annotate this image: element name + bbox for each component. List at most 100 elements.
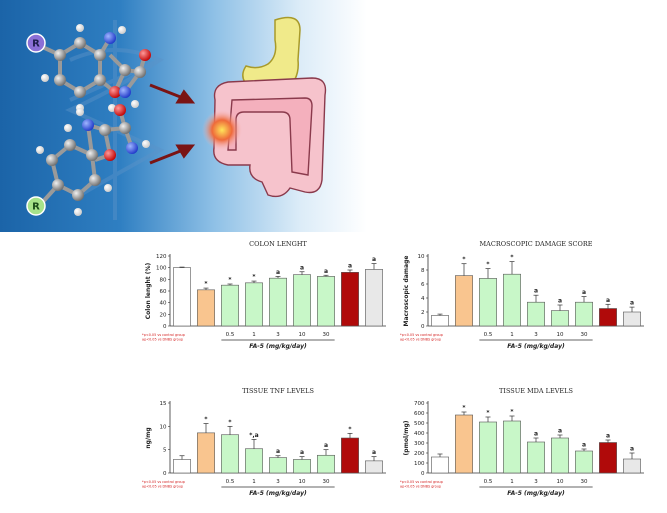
bar — [431, 456, 449, 474]
x-axis-label: FA-5 (mg/kg/day) — [507, 343, 565, 350]
y-tick-label: 8 — [421, 268, 425, 274]
y-tick-label: 6 — [421, 282, 425, 288]
dose-label: 3 — [276, 332, 280, 338]
bar — [431, 315, 449, 327]
dose-label: 3 — [534, 479, 538, 485]
dose-label: 0.5 — [484, 332, 493, 338]
chart-title: TISSUE MDA LEVELS — [499, 387, 573, 395]
chart-macroscopic-damage-svg: MACROSCOPIC DAMAGE SCORE 0 2 4 6 8 10 Macroscop… — [400, 240, 644, 350]
y-tick-label: 0 — [421, 471, 425, 477]
y-tick-label: 100 — [414, 461, 425, 467]
significance-label: a — [300, 264, 304, 271]
bar — [221, 284, 239, 327]
bar — [245, 282, 263, 327]
y-tick-label: 300 — [414, 441, 425, 447]
significance-label: *,a — [249, 432, 258, 439]
significance-label: * — [348, 426, 352, 433]
y-tick-label: 500 — [414, 421, 425, 427]
legend-text: *p<0.05 vs control group — [142, 333, 185, 337]
bar — [197, 289, 215, 327]
x-axis-label: FA-5 (mg/kg/day) — [249, 343, 307, 350]
significance-label: a — [300, 449, 304, 456]
significance-label: a — [534, 431, 538, 438]
arrow-icon — [149, 83, 196, 165]
significance-label: a — [372, 256, 376, 263]
bar — [341, 437, 359, 474]
r-badge-top — [26, 33, 46, 53]
colon-illustration — [213, 77, 327, 198]
y-tick-label: 15 — [160, 401, 167, 407]
dose-label: 0.5 — [484, 479, 493, 485]
legend-text: ap<0.05 vs DNBS group — [400, 485, 441, 489]
bar — [293, 274, 311, 327]
y-tick-label: 2 — [421, 310, 425, 316]
bar — [455, 414, 473, 474]
dose-label: 30 — [323, 332, 330, 338]
bar — [575, 301, 593, 327]
y-axis-label: Macroscopic damage — [403, 256, 410, 327]
significance-label: a — [276, 269, 280, 276]
chart-mda-levels-svg: TISSUE MDA LEVELS 0 100 200 300 400 500 600 700 (… — [400, 387, 644, 497]
bar — [365, 460, 383, 474]
y-tick-label: 4 — [421, 296, 425, 302]
significance-label: * — [462, 405, 466, 412]
dose-label: 30 — [323, 479, 330, 485]
y-tick-label: 0 — [163, 471, 167, 477]
chart-tnf-levels: TISSUE TNF LEVELS 0 5 10 15 ng/mg * * *,a a a a * a 0.… — [140, 385, 400, 513]
dose-label: 30 — [581, 479, 588, 485]
significance-label: a — [372, 449, 376, 456]
bar — [173, 459, 191, 474]
bar — [221, 434, 239, 474]
dose-label: 30 — [581, 332, 588, 338]
legend-text: ap<0.05 vs DNBS group — [400, 338, 441, 342]
chart-title: COLON LENGHT — [249, 240, 307, 248]
significance-label: * — [204, 416, 208, 423]
bar — [245, 448, 263, 474]
bar — [503, 273, 521, 327]
significance-label: * — [486, 261, 490, 268]
bar — [623, 458, 641, 474]
bar — [599, 442, 617, 474]
significance-label: * — [462, 256, 466, 263]
inflammation-hotspot — [202, 110, 242, 150]
significance-label: a — [630, 300, 634, 307]
significance-label: a — [276, 448, 280, 455]
dose-label: 10 — [299, 479, 306, 485]
significance-label: * — [510, 409, 514, 416]
dose-label: 10 — [557, 479, 564, 485]
chart-colon-length: COLON LENGHT 0 20 40 60 80 100 120 Colon lenght … — [140, 238, 400, 366]
dose-label: 3 — [534, 332, 538, 338]
bar — [623, 311, 641, 327]
legend-text: ap<0.05 vs DNBS group — [142, 485, 183, 489]
x-axis-label: FA-5 (mg/kg/day) — [507, 490, 565, 497]
significance-label: * — [252, 274, 256, 281]
legend-text: *p<0.05 vs control group — [142, 480, 185, 484]
dose-label: 3 — [276, 479, 280, 485]
significance-label: a — [582, 442, 586, 449]
bar — [173, 267, 191, 327]
y-tick-label: 600 — [414, 411, 425, 417]
x-axis-label: FA-5 (mg/kg/day) — [249, 490, 307, 497]
bar — [455, 275, 473, 327]
y-tick-label: 80 — [160, 277, 167, 283]
significance-label: a — [558, 298, 562, 305]
significance-label: a — [324, 442, 328, 449]
bar — [365, 269, 383, 327]
bar — [293, 459, 311, 474]
y-tick-label: 40 — [160, 301, 167, 307]
bar — [527, 441, 545, 474]
dose-label: 1 — [510, 332, 514, 338]
dose-label: 1 — [252, 479, 256, 485]
y-tick-label: 60 — [160, 289, 167, 295]
chart-macroscopic-damage: MACROSCOPIC DAMAGE SCORE 0 2 4 6 8 10 Macroscop… — [398, 238, 658, 366]
y-tick-label: 5 — [163, 448, 167, 454]
bar — [551, 437, 569, 474]
significance-label: a — [558, 428, 562, 435]
y-tick-label: 400 — [414, 431, 425, 437]
dose-label: 1 — [510, 479, 514, 485]
y-tick-label: 0 — [421, 324, 425, 330]
significance-label: a — [630, 446, 634, 453]
y-tick-label: 200 — [414, 451, 425, 457]
chart-mda-levels: TISSUE MDA LEVELS 0 100 200 300 400 500 600 700 (… — [398, 385, 658, 513]
significance-label: a — [348, 263, 352, 270]
